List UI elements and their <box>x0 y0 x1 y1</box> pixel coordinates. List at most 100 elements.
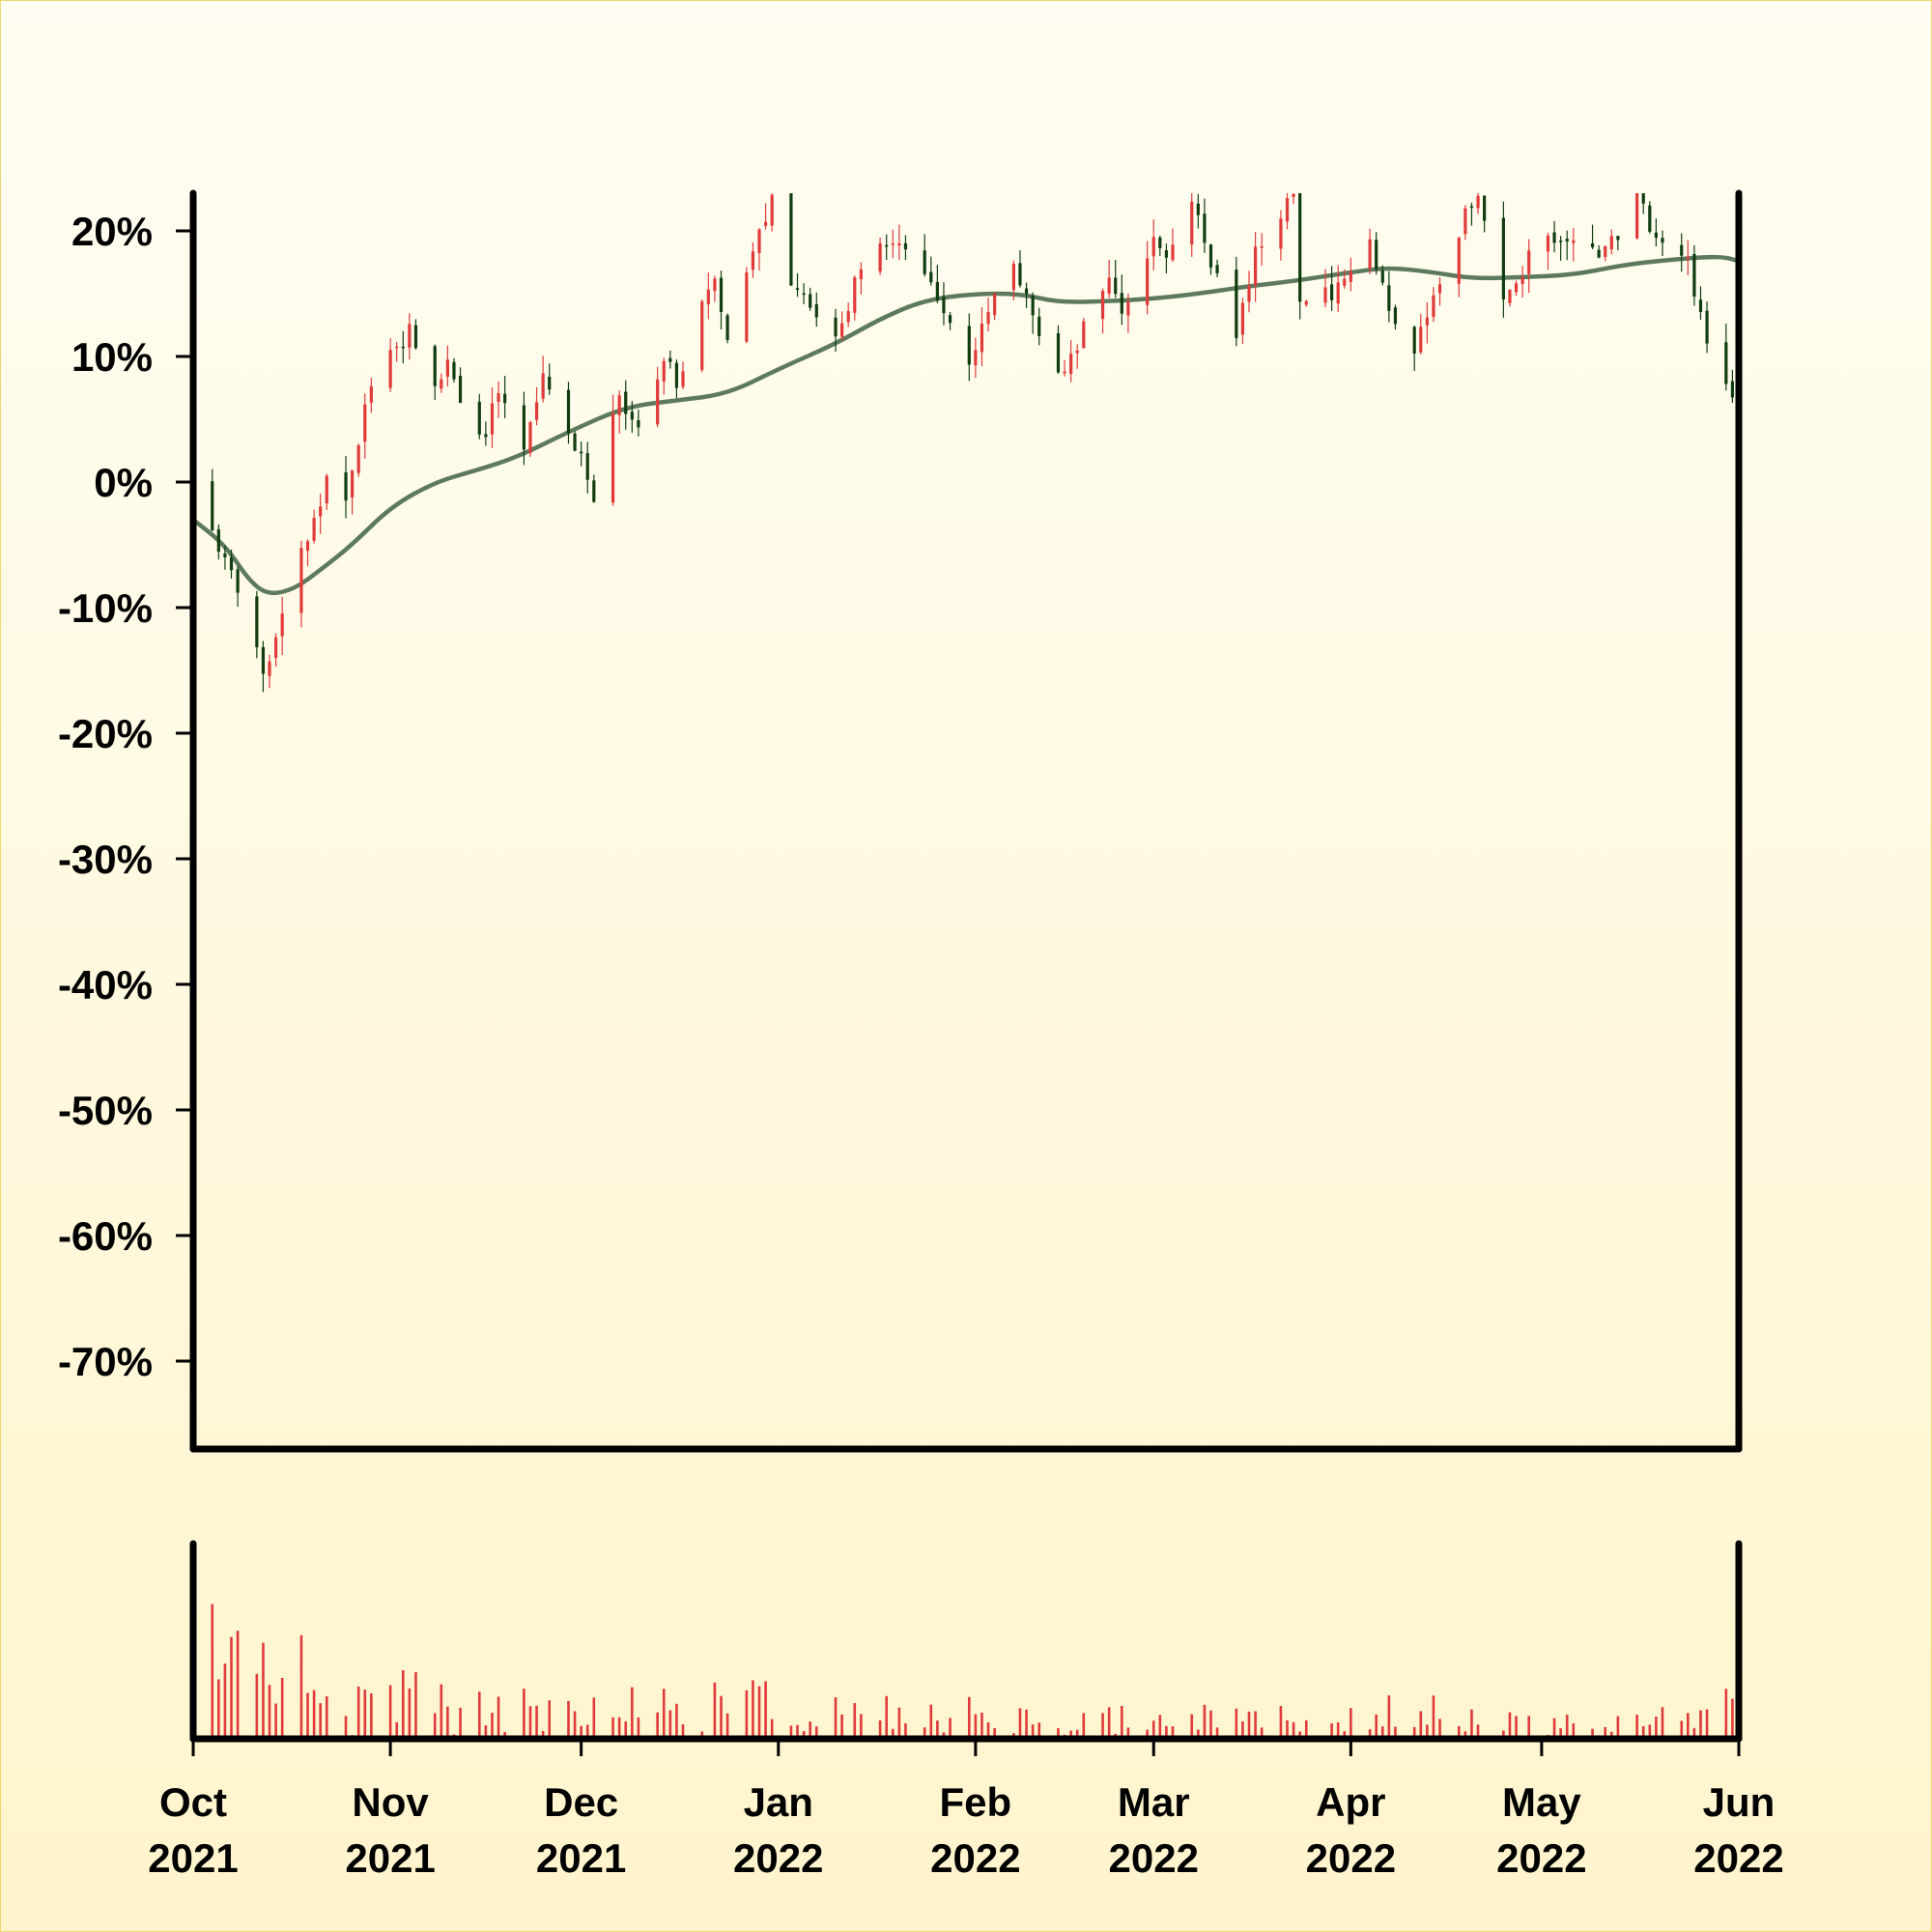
candle-body <box>1240 302 1245 335</box>
volume-bar <box>1286 1719 1289 1739</box>
candle-body <box>1100 291 1105 320</box>
candle-body <box>1375 240 1378 270</box>
volume-bar <box>1247 1711 1251 1739</box>
volume-bar <box>1463 1731 1467 1739</box>
candle-body <box>1724 342 1728 384</box>
volume-bar <box>1082 1713 1086 1739</box>
volume-bar <box>535 1705 538 1739</box>
candle-body <box>814 303 818 318</box>
volume-bar <box>580 1725 582 1739</box>
volume-bar <box>1705 1709 1709 1739</box>
volume-bar <box>789 1725 793 1739</box>
candle-body <box>223 553 227 557</box>
volume-bar <box>1648 1724 1652 1739</box>
candle-body <box>1661 238 1664 243</box>
candle-body <box>974 350 978 366</box>
candle-body <box>1247 285 1251 302</box>
candle-body <box>809 294 812 308</box>
candle-body <box>477 401 481 435</box>
candle-body <box>1654 232 1659 239</box>
candle-body <box>935 281 939 300</box>
candle-body <box>1508 289 1512 303</box>
candle-body <box>834 317 838 337</box>
volume-bar <box>1190 1714 1194 1739</box>
volume-bar <box>1724 1689 1728 1739</box>
candle-body <box>1107 277 1111 295</box>
volume-bar <box>1279 1706 1283 1739</box>
x-tick-year: 2021 <box>148 1835 238 1881</box>
candle-body <box>1686 256 1690 259</box>
volume-bar <box>1158 1715 1162 1739</box>
candle-body <box>745 272 749 342</box>
candle-body <box>255 596 259 647</box>
candle-body <box>662 360 666 382</box>
candle-body <box>700 300 704 370</box>
volume-bar <box>236 1631 240 1739</box>
volume-bar <box>592 1697 596 1739</box>
volume-bar <box>1343 1731 1347 1739</box>
y-tick-label: -20% <box>58 711 153 756</box>
candle-body <box>1011 264 1015 291</box>
candle-body <box>1190 201 1194 245</box>
candle-body <box>261 646 266 674</box>
x-tick-month: Jun <box>1703 1779 1776 1825</box>
candle-body <box>859 269 863 280</box>
candle-body <box>1648 205 1652 232</box>
candle-body <box>1483 195 1487 221</box>
candle-body <box>681 371 685 387</box>
volume-bar <box>675 1703 678 1739</box>
candle-body <box>948 315 952 324</box>
candle-body <box>1126 301 1130 316</box>
y-tick-label: 0% <box>94 460 153 505</box>
candle-body <box>1572 240 1576 243</box>
candle-body <box>1330 284 1334 300</box>
volume-bar <box>528 1706 532 1739</box>
volume-bar <box>1641 1725 1645 1739</box>
candle-body <box>1069 354 1073 374</box>
x-tick-month: Feb <box>940 1779 1012 1825</box>
volume-bar <box>1419 1711 1423 1739</box>
candle-body <box>617 395 621 415</box>
candle-body <box>1380 270 1384 283</box>
volume-bar <box>446 1706 449 1739</box>
volume-bar <box>1572 1722 1576 1739</box>
volume-bar <box>840 1714 843 1739</box>
volume-bar <box>1432 1695 1435 1739</box>
volume-bar <box>1699 1710 1702 1739</box>
candle-body <box>458 376 463 403</box>
candle-body <box>993 293 997 316</box>
volume-bar <box>617 1717 621 1739</box>
candle-body <box>1336 282 1340 304</box>
volume-bar <box>1731 1698 1734 1739</box>
volume-bar <box>1552 1718 1556 1739</box>
volume-bar <box>459 1707 462 1739</box>
volume-bar <box>491 1713 494 1739</box>
candle-body <box>713 278 717 292</box>
volume-bar <box>408 1688 412 1739</box>
candle-body <box>1641 193 1645 204</box>
volume-bar <box>414 1672 417 1739</box>
candle-body <box>1705 310 1709 344</box>
candle-body <box>1208 244 1213 268</box>
volume-bar <box>1235 1708 1238 1739</box>
candle-body <box>363 404 367 442</box>
candle-body <box>1514 283 1519 293</box>
candle-body <box>624 391 628 414</box>
volume-bar <box>1069 1730 1072 1739</box>
candle-body <box>942 297 946 314</box>
volume-bar <box>1075 1729 1079 1739</box>
candle-body <box>1260 246 1264 248</box>
candle-body <box>770 194 774 226</box>
volume-bar <box>1692 1727 1696 1739</box>
volume-bar <box>1254 1711 1257 1739</box>
candle-body <box>413 325 418 349</box>
candle-body <box>1565 239 1569 242</box>
x-tick-month: May <box>1502 1779 1581 1825</box>
volume-bar <box>929 1704 933 1739</box>
y-tick-label: 20% <box>71 209 153 254</box>
candle-body <box>1692 253 1696 298</box>
volume-bar <box>319 1703 322 1739</box>
candle-body <box>1425 317 1429 326</box>
volume-bar <box>986 1721 990 1739</box>
candle-body <box>1151 237 1155 257</box>
